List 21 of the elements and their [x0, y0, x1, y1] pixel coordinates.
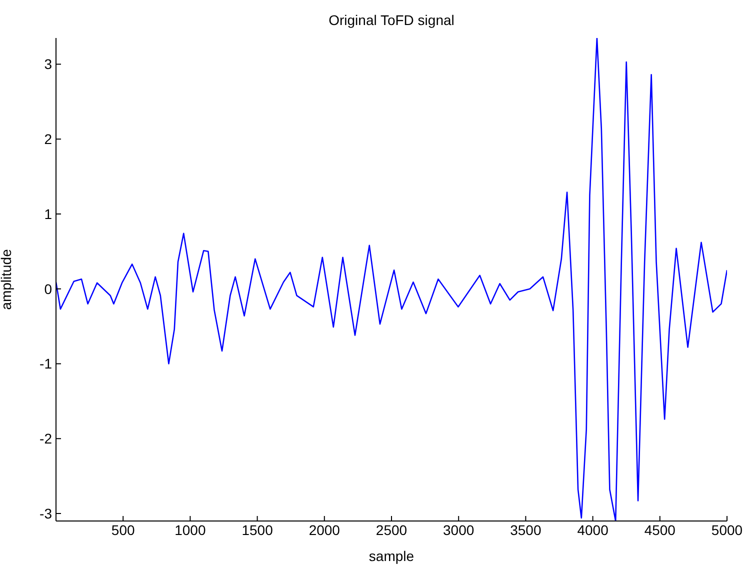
x-tick-label: 2000 [308, 522, 340, 538]
x-tick-label: 1000 [174, 522, 206, 538]
y-tick-label: -1 [40, 356, 52, 372]
x-tick-label: 4500 [644, 522, 676, 538]
y-tick-label: -2 [40, 430, 52, 447]
x-tick-label: 1500 [242, 522, 274, 538]
x-axis-title: sample [368, 548, 414, 564]
y-axis-title: amplitude [0, 248, 14, 310]
y-tick-label: -3 [40, 505, 52, 522]
x-tick-label: 500 [111, 522, 135, 538]
x-tick-label: 3000 [443, 522, 474, 538]
y-tick-label: 1 [44, 206, 52, 222]
x-tick-label: 2500 [376, 522, 408, 538]
y-tick-label: 0 [44, 280, 52, 297]
line-series [56, 38, 727, 521]
y-tick-label: 3 [44, 56, 52, 72]
x-tick-label: 5000 [711, 522, 743, 538]
x-tick-label: 4000 [577, 522, 609, 538]
chart-title: Original ToFD signal [328, 12, 456, 28]
x-tick-label: 3500 [510, 522, 542, 538]
y-tick-label: 2 [44, 131, 52, 148]
